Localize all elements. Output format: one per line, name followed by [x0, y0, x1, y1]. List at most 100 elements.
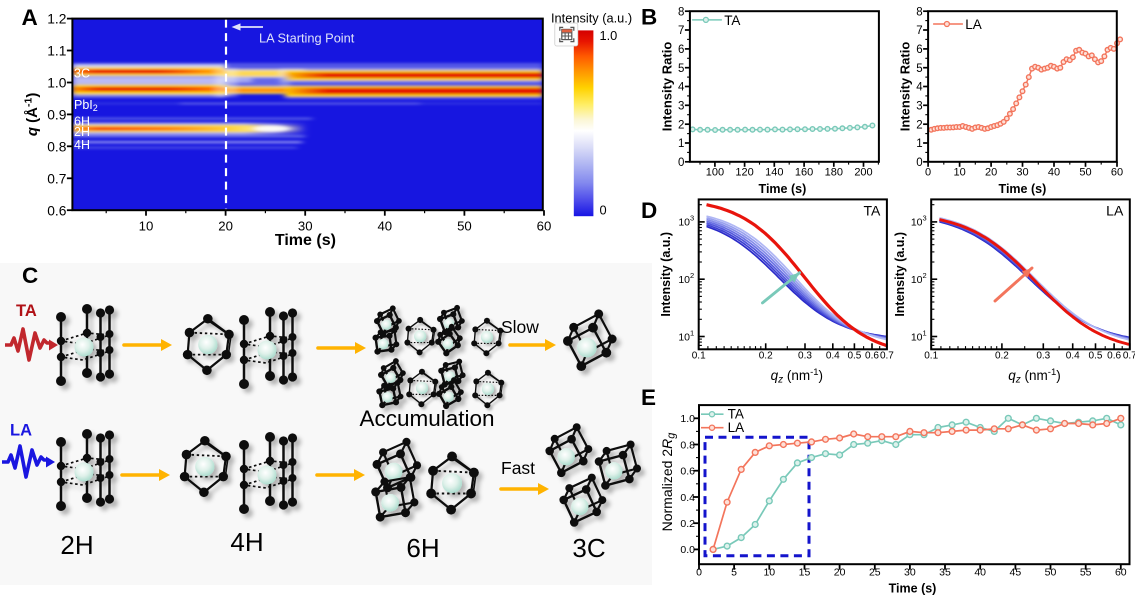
svg-text:2H: 2H: [74, 125, 90, 139]
svg-text:20: 20: [834, 566, 846, 578]
svg-text:6: 6: [678, 44, 684, 56]
svg-text:6H: 6H: [406, 533, 439, 563]
svg-text:7: 7: [678, 25, 684, 37]
svg-text:0.4: 0.4: [1066, 351, 1080, 362]
svg-text:60: 60: [1115, 566, 1127, 578]
svg-text:LA Starting Point: LA Starting Point: [259, 31, 355, 46]
svg-text:4H: 4H: [230, 527, 263, 557]
svg-text:0.1: 0.1: [692, 351, 706, 362]
svg-text:0.3: 0.3: [1036, 351, 1050, 362]
svg-text:0: 0: [678, 157, 684, 169]
svg-text:A: A: [22, 5, 38, 30]
svg-text:Intensity (a.u.): Intensity (a.u.): [659, 232, 673, 317]
svg-text:20: 20: [218, 218, 233, 233]
svg-text:45: 45: [1010, 566, 1022, 578]
svg-text:TA: TA: [724, 13, 740, 28]
svg-text:120: 120: [735, 167, 753, 179]
svg-text:0: 0: [600, 203, 607, 218]
svg-text:TA: TA: [728, 406, 744, 421]
svg-text:Time (s): Time (s): [999, 182, 1047, 196]
svg-text:1.0: 1.0: [600, 28, 618, 43]
svg-text:TA: TA: [16, 302, 37, 320]
svg-text:LA: LA: [965, 17, 982, 32]
svg-text:100: 100: [706, 167, 724, 179]
svg-text:30: 30: [1016, 167, 1028, 179]
svg-text:0.8: 0.8: [680, 439, 695, 451]
svg-text:1: 1: [678, 138, 684, 150]
svg-text:B: B: [641, 5, 657, 30]
svg-text:0.5: 0.5: [847, 351, 861, 362]
svg-text:LA: LA: [728, 420, 745, 435]
svg-text:LA: LA: [10, 422, 32, 440]
svg-text:0.6: 0.6: [680, 466, 695, 478]
svg-text:50: 50: [1045, 566, 1057, 578]
svg-text:20: 20: [985, 167, 997, 179]
svg-text:0: 0: [925, 167, 931, 179]
svg-text:Time (s): Time (s): [275, 232, 336, 249]
svg-text:50: 50: [457, 218, 472, 233]
svg-text:0.8: 0.8: [47, 139, 67, 154]
svg-text:Intensity (a.u.): Intensity (a.u.): [551, 11, 632, 26]
svg-text:0.7: 0.7: [1123, 351, 1135, 362]
svg-text:2: 2: [678, 119, 684, 131]
svg-text:10: 10: [953, 167, 965, 179]
svg-text:0.9: 0.9: [47, 108, 67, 123]
svg-text:C: C: [22, 263, 38, 288]
svg-text:180: 180: [825, 167, 843, 179]
svg-text:Fast: Fast: [501, 458, 535, 478]
svg-text:0.6: 0.6: [47, 203, 67, 218]
svg-text:0.4: 0.4: [826, 351, 840, 362]
svg-text:5: 5: [731, 566, 737, 578]
svg-text:3: 3: [678, 101, 684, 113]
svg-text:10: 10: [763, 566, 775, 578]
svg-text:40: 40: [377, 218, 392, 233]
svg-text:0.0: 0.0: [680, 544, 695, 556]
svg-text:60: 60: [1111, 167, 1123, 179]
svg-text:0.3: 0.3: [798, 351, 812, 362]
svg-text:0.6: 0.6: [1107, 351, 1121, 362]
svg-text:TA: TA: [864, 202, 882, 218]
svg-text:Time (s): Time (s): [759, 182, 807, 196]
svg-text:Normalized 2Rg: Normalized 2Rg: [659, 432, 678, 532]
svg-text:0.6: 0.6: [865, 351, 879, 362]
svg-text:Slow: Slow: [501, 317, 539, 337]
svg-text:D: D: [641, 198, 657, 223]
svg-text:1: 1: [916, 138, 922, 150]
svg-text:6: 6: [916, 44, 922, 56]
svg-text:0.2: 0.2: [995, 351, 1009, 362]
svg-text:0.5: 0.5: [1089, 351, 1103, 362]
svg-text:0.1: 0.1: [924, 351, 938, 362]
svg-text:Intensity Ratio: Intensity Ratio: [898, 42, 913, 132]
svg-text:30: 30: [904, 566, 916, 578]
svg-text:140: 140: [765, 167, 783, 179]
svg-text:0.7: 0.7: [880, 351, 894, 362]
svg-text:4H: 4H: [74, 138, 90, 152]
svg-text:qz (nm-1): qz (nm-1): [1008, 367, 1060, 386]
svg-text:E: E: [641, 385, 656, 410]
svg-text:0: 0: [916, 157, 922, 169]
svg-text:0.2: 0.2: [759, 351, 773, 362]
svg-text:10: 10: [139, 218, 154, 233]
svg-text:40: 40: [974, 566, 986, 578]
svg-text:3: 3: [916, 101, 922, 113]
svg-text:PbI2: PbI2: [74, 98, 98, 113]
svg-text:5: 5: [916, 63, 922, 75]
svg-text:2H: 2H: [60, 530, 93, 560]
svg-text:6H: 6H: [74, 115, 90, 129]
svg-text:4: 4: [916, 82, 923, 94]
svg-text:8: 8: [678, 6, 684, 18]
svg-text:4: 4: [678, 82, 685, 94]
svg-text:55: 55: [1080, 566, 1092, 578]
svg-text:30: 30: [298, 218, 313, 233]
svg-text:0.4: 0.4: [680, 492, 695, 504]
svg-text:1.0: 1.0: [47, 76, 67, 91]
svg-text:0.7: 0.7: [47, 171, 66, 186]
svg-text:25: 25: [869, 566, 881, 578]
svg-text:1.0: 1.0: [680, 413, 695, 425]
svg-text:160: 160: [795, 167, 813, 179]
svg-text:3C: 3C: [572, 533, 605, 563]
svg-text:5: 5: [678, 63, 684, 75]
svg-text:200: 200: [854, 167, 872, 179]
svg-text:8: 8: [916, 6, 922, 18]
svg-text:2: 2: [916, 119, 922, 131]
